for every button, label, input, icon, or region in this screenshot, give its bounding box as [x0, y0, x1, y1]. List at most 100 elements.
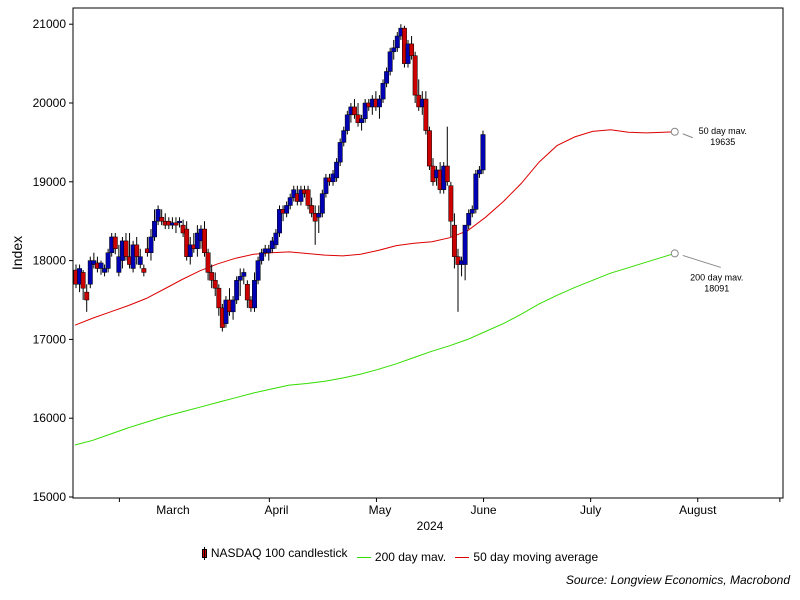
- candle: [116, 256, 122, 273]
- annotation-leader: [682, 254, 721, 268]
- plot-border: [72, 7, 784, 499]
- ma50-series: [74, 129, 675, 326]
- candle: [241, 272, 247, 277]
- candle: [259, 252, 265, 261]
- candle: [205, 252, 211, 273]
- candle: [305, 189, 311, 206]
- x-axis: March April May June July August: [118, 498, 781, 517]
- line-swatch-icon: [455, 556, 470, 558]
- x-tick-label: May: [369, 503, 392, 517]
- candle: [344, 114, 350, 131]
- y-tick-label: 19000: [33, 175, 67, 189]
- candle: [237, 276, 243, 281]
- candle: [309, 205, 315, 214]
- x-tick-label: June: [471, 503, 497, 517]
- y-tick-label: 18000: [33, 254, 67, 268]
- candle: [448, 185, 454, 222]
- candle: [230, 299, 236, 313]
- candle: [152, 220, 157, 238]
- candle: [91, 260, 97, 265]
- candle: [466, 213, 472, 226]
- candlestick-series: [73, 24, 486, 332]
- legend-item-ma50: 50 day moving average: [455, 550, 598, 564]
- candle: [473, 173, 479, 210]
- ma200-line: [74, 252, 675, 446]
- annotation-label: 200 day mav.: [690, 272, 743, 282]
- candle: [87, 260, 93, 285]
- candle: [380, 83, 386, 100]
- candle: [319, 193, 325, 214]
- candle: [341, 130, 347, 143]
- candle: [84, 291, 90, 301]
- candle: [277, 209, 282, 234]
- legend-label: NASDAQ 100 candlestick: [210, 546, 348, 560]
- ma50-line: [74, 129, 675, 326]
- annotation-leader: [682, 133, 693, 139]
- candle: [391, 47, 397, 53]
- candle: [209, 272, 215, 281]
- candle: [384, 71, 390, 84]
- candle: [187, 244, 193, 257]
- y-tick-label: 15000: [33, 490, 67, 504]
- y-tick-label: 16000: [33, 411, 67, 425]
- x-tick-label: April: [264, 503, 288, 517]
- candle: [159, 217, 165, 222]
- candle: [155, 209, 161, 222]
- x-tick-label: March: [156, 503, 189, 517]
- candle: [316, 213, 322, 218]
- candle: [423, 98, 429, 131]
- annotation-marker: [670, 127, 679, 136]
- candle: [352, 106, 357, 116]
- candle: [387, 51, 393, 72]
- candle: [252, 280, 257, 309]
- candle: [412, 55, 418, 96]
- plot-area: [72, 7, 784, 499]
- candle: [284, 205, 290, 214]
- annotation-value: 19635: [710, 137, 735, 147]
- candle: [98, 262, 104, 269]
- candle: [359, 118, 365, 123]
- y-tick-label: 17000: [33, 332, 67, 346]
- x-tick-label: August: [679, 503, 717, 517]
- source-note: Source: Longview Economics, Macrobond: [565, 573, 790, 587]
- candle: [273, 232, 279, 246]
- y-axis-title: Index: [9, 236, 25, 270]
- candle: [444, 165, 450, 183]
- candle: [102, 268, 108, 273]
- legend-item-ma200: 200 day mav.: [356, 550, 447, 564]
- annotation-label: 50 day mav.: [699, 126, 747, 136]
- candle: [394, 35, 400, 49]
- candle: [212, 280, 218, 289]
- candle: [244, 283, 250, 301]
- y-tick-label: 21000: [33, 17, 67, 31]
- x-tick-label: July: [580, 503, 601, 517]
- candle: [409, 43, 415, 56]
- candle: [462, 224, 468, 265]
- candle: [80, 272, 86, 289]
- candle: [451, 224, 457, 257]
- legend: NASDAQ 100 candlestick 200 day mav. 50 d…: [0, 546, 800, 564]
- candle: [123, 240, 129, 257]
- candle: [216, 287, 222, 309]
- candle: [234, 280, 240, 301]
- candle: [134, 244, 140, 257]
- x-axis-year-label: 2024: [417, 519, 444, 533]
- candle: [105, 252, 111, 269]
- candle: [173, 222, 179, 226]
- candle: [480, 134, 486, 171]
- candle: [334, 161, 340, 179]
- legend-label: 200 day mav.: [374, 550, 447, 564]
- candle: [266, 248, 272, 253]
- annotations: 50 day mav.19635 200 day mav.18091: [670, 126, 747, 293]
- ma200-series: [74, 252, 675, 446]
- legend-label: 50 day moving average: [473, 550, 599, 564]
- annotation-marker: [670, 249, 679, 258]
- candle: [323, 177, 329, 194]
- y-tick-label: 20000: [33, 96, 67, 110]
- line-swatch-icon: [356, 556, 371, 558]
- annotation-value: 18091: [704, 283, 729, 293]
- candle: [469, 209, 475, 214]
- candle: [377, 98, 382, 108]
- candle: [426, 130, 432, 167]
